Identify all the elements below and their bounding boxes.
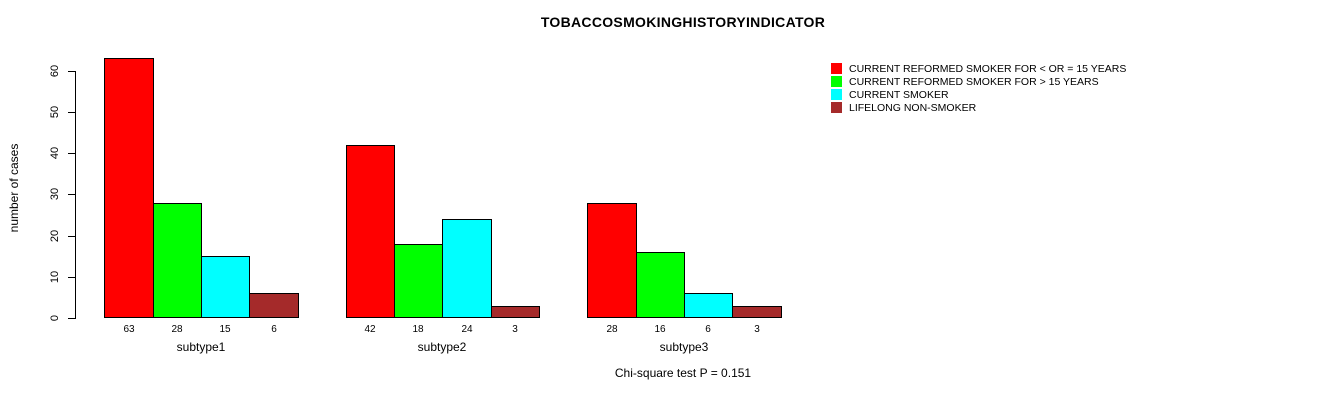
bar-subtype2-series2 xyxy=(394,244,443,318)
bar-subtype2-series4 xyxy=(491,306,540,318)
bar-subtype1-series2 xyxy=(153,203,202,318)
bar-value-label: 24 xyxy=(461,324,473,335)
bar-value-label: 63 xyxy=(123,324,135,335)
legend: CURRENT REFORMED SMOKER FOR < OR = 15 YE… xyxy=(831,62,1126,114)
bar-subtype1-series3 xyxy=(201,256,250,318)
legend-item: CURRENT REFORMED SMOKER FOR > 15 YEARS xyxy=(831,75,1126,88)
bar-value-label: 18 xyxy=(412,324,424,335)
category-label: subtype1 xyxy=(176,340,226,354)
bar-subtype3-series4 xyxy=(732,306,782,318)
bar-value-label: 16 xyxy=(654,324,666,335)
bar-subtype1-series1 xyxy=(104,58,154,318)
bar-value-label: 28 xyxy=(606,324,618,335)
bar-value-label: 6 xyxy=(705,324,711,335)
bar-subtype2-series1 xyxy=(346,145,395,318)
legend-item: CURRENT REFORMED SMOKER FOR < OR = 15 YE… xyxy=(831,62,1126,75)
legend-item: CURRENT SMOKER xyxy=(831,88,1126,101)
legend-label: CURRENT REFORMED SMOKER FOR > 15 YEARS xyxy=(849,75,1099,88)
y-axis-label: number of cases xyxy=(7,143,21,233)
y-axis-tick xyxy=(68,236,75,237)
bar-value-label: 28 xyxy=(171,324,183,335)
y-axis-tick-label: 20 xyxy=(49,229,61,243)
legend-label: LIFELONG NON-SMOKER xyxy=(849,101,977,114)
bar-subtype1-series4 xyxy=(249,293,299,318)
legend-label: CURRENT SMOKER xyxy=(849,88,949,101)
y-axis-tick xyxy=(68,71,75,72)
y-axis-tick xyxy=(68,112,75,113)
y-axis-tick-label: 0 xyxy=(49,314,61,322)
bar-subtype3-series1 xyxy=(587,203,637,318)
y-axis-line xyxy=(75,70,76,319)
y-axis-tick-label: 10 xyxy=(49,270,61,284)
bar-subtype3-series3 xyxy=(684,293,733,318)
y-axis-tick xyxy=(68,318,75,319)
y-axis-tick xyxy=(68,153,75,154)
legend-swatch xyxy=(831,76,842,87)
category-label: subtype3 xyxy=(659,340,709,354)
bar-value-label: 42 xyxy=(364,324,376,335)
legend-swatch xyxy=(831,63,842,74)
bar-value-label: 3 xyxy=(512,324,518,335)
y-axis-tick xyxy=(68,194,75,195)
bar-value-label: 3 xyxy=(754,324,760,335)
chart-title: TOBACCOSMOKINGHISTORYINDICATOR xyxy=(540,14,826,30)
legend-swatch xyxy=(831,102,842,113)
legend-label: CURRENT REFORMED SMOKER FOR < OR = 15 YE… xyxy=(849,62,1127,75)
y-axis-tick-label: 50 xyxy=(49,105,61,119)
legend-swatch xyxy=(831,89,842,100)
y-axis-tick xyxy=(68,277,75,278)
category-label: subtype2 xyxy=(417,340,467,354)
bar-value-label: 15 xyxy=(219,324,231,335)
bar-subtype2-series3 xyxy=(442,219,492,318)
y-axis-tick-label: 30 xyxy=(49,187,61,201)
y-axis-tick-label: 60 xyxy=(49,64,61,78)
chi-square-annotation: Chi-square test P = 0.151 xyxy=(614,366,752,380)
legend-item: LIFELONG NON-SMOKER xyxy=(831,101,1126,114)
bar-subtype3-series2 xyxy=(636,252,685,318)
bar-value-label: 6 xyxy=(271,324,277,335)
y-axis-tick-label: 40 xyxy=(49,146,61,160)
